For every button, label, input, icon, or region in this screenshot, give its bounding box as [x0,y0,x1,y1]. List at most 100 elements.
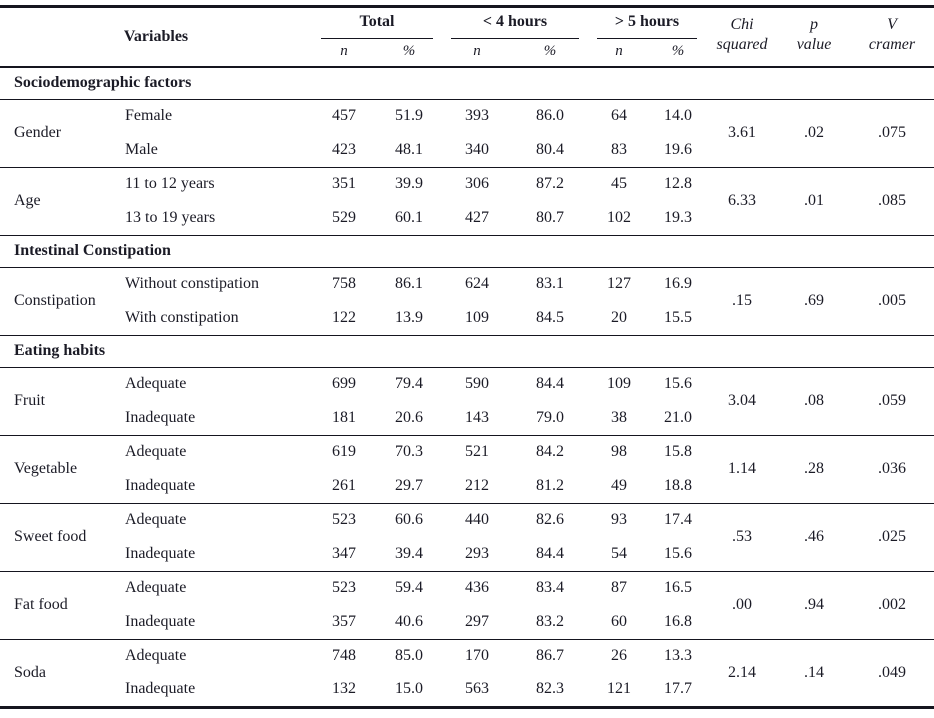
chi-squared-value: .00 [706,571,779,640]
section-header-row: Sociodemographic factors [0,66,934,100]
p-value-header-line2: value [796,36,832,53]
subcategory-cell: Adequate [125,443,187,461]
category-cell: Gender [0,99,122,168]
over-5h-n-value: 83 [588,133,651,168]
under-4h-n-value: 427 [442,201,513,236]
table-row: Fat food Adequate 523 59.4 436 83.4 87 16.5 .00.… [0,571,934,640]
category-cell: Soda [0,639,122,708]
v-cramer-value: .005 [850,267,934,336]
total-percent-value: 59.4 [395,579,423,597]
p-value: .28 [778,435,851,504]
total-n-value: 261 [312,469,376,504]
table-row: Fruit Adequate 699 79.4 590 84.4 109 15.6 3.04.0… [0,367,934,436]
over-5h-n-value: 49 [588,469,651,504]
under-4h-n-value: 436 [465,579,490,597]
p-value: .69 [778,267,851,336]
section-header-row: Eating habits [0,334,934,368]
p-value: .08 [778,367,851,436]
under-4h-percent-value: 83.2 [512,605,589,640]
n-subheader: n [615,42,623,59]
total-n-value: 523 [332,511,356,529]
total-n-value: 758 [332,275,356,293]
over-5h-n-value: 54 [588,537,651,572]
over-5h-percent-value: 13.3 [664,647,693,665]
table-header: Variables Total < 4 hours > 5 hours Chi … [0,7,934,68]
subcategory-cell: 11 to 12 years [125,175,215,193]
over-5h-n-value: 45 [611,175,628,193]
v-cramer-header: V cramer [850,7,934,68]
category-cell: Fruit [0,367,122,436]
over-5h-n-value: 26 [611,647,628,665]
under-4h-n-value: 563 [442,673,513,708]
percent-subheader: % [671,42,685,59]
under-4h-n-value: 440 [465,511,490,529]
under-4h-percent-value: 86.0 [536,107,565,125]
total-n-value: 423 [312,133,376,168]
variables-header: Variables [123,28,189,45]
chi-squared-value: .53 [706,503,779,572]
chi-squared-value: 3.61 [706,99,779,168]
under-4h-n-value: 306 [465,175,490,193]
subcategory-cell: Adequate [125,647,187,665]
table-row: Inadequate 347 39.4 293 84.4 54 15.6 [0,537,934,572]
subcategory-cell: Inadequate [122,673,312,708]
over-5h-n-value: 64 [611,107,628,125]
under-4h-n-value: 212 [442,469,513,504]
p-value: .46 [778,503,851,572]
v-cramer-value: .085 [850,167,934,236]
under-4h-n-value: 170 [465,647,490,665]
table-row: Inadequate 261 29.7 212 81.2 49 18.8 [0,469,934,504]
subcategory-cell: With constipation [122,301,312,336]
total-n-value: 529 [312,201,376,236]
over-5h-n-value: 87 [611,579,628,597]
table-row: Sweet food Adequate 523 60.6 440 82.6 93 17.4 .5… [0,503,934,572]
v-cramer-value: .075 [850,99,934,168]
subcategory-cell: Male [122,133,312,168]
section-header-row: Intestinal Constipation [0,234,934,268]
chi-squared-value: 2.14 [706,639,779,708]
total-percent-value: 48.1 [376,133,443,168]
under-4h-percent-value: 86.7 [536,647,565,665]
under-4h-n-value: 143 [442,401,513,436]
total-n-value: 351 [332,175,356,193]
over-5h-n-value: 127 [607,275,632,293]
total-percent-value: 13.9 [376,301,443,336]
total-percent-value: 40.6 [376,605,443,640]
n-subheader: n [340,42,348,59]
p-value: .01 [778,167,851,236]
category-cell: Sweet food [0,503,122,572]
subcategory-cell: Adequate [125,579,187,597]
total-n-value: 699 [332,375,356,393]
over-5h-percent-value: 19.3 [650,201,707,236]
v-cramer-value: .036 [850,435,934,504]
over-5h-n-value: 20 [588,301,651,336]
table-row: Inadequate 132 15.0 563 82.3 121 17.7 [0,673,934,708]
chi-squared-header-line1: Chi [730,16,754,33]
total-percent-value: 51.9 [395,107,423,125]
under-4h-percent-value: 83.1 [536,275,565,293]
total-n-value: 357 [312,605,376,640]
over-5h-n-value: 98 [611,443,628,461]
n-subheader: n [473,42,481,59]
chi-squared-header: Chi squared [706,7,778,68]
subcategory-cell: 13 to 19 years [122,201,312,236]
total-n-value: 748 [332,647,356,665]
v-cramer-header-line1: V [887,16,897,33]
total-n-value: 457 [332,107,356,125]
table-row: Soda Adequate 748 85.0 170 86.7 26 13.3 2.14.14.… [0,639,934,708]
under-4h-n-value: 624 [465,275,490,293]
subcategory-cell: Inadequate [122,537,312,572]
total-n-value: 347 [312,537,376,572]
chi-squared-value: .15 [706,267,779,336]
total-percent-value: 85.0 [395,647,423,665]
table-row: Age 11 to 12 years 351 39.9 306 87.2 45 12.8 6.3… [0,167,934,236]
v-cramer-value: .049 [850,639,934,708]
over-5h-percent-value: 21.0 [650,401,707,436]
over-5h-percent-value: 12.8 [664,175,693,193]
under-4h-n-value: 521 [465,443,490,461]
subcategory-cell: Adequate [125,511,187,529]
total-n-value: 181 [312,401,376,436]
p-value: .14 [778,639,851,708]
over-5h-n-value: 109 [607,375,632,393]
